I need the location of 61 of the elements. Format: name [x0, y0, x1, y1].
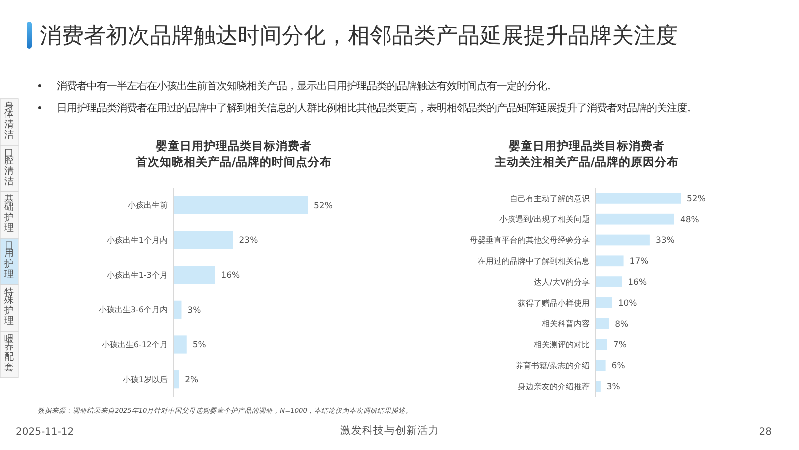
data-label: 33%: [656, 236, 675, 246]
y-tick-label: 养育书籍/杂志的介绍: [515, 361, 590, 370]
bar: [174, 336, 187, 354]
bar: [596, 234, 650, 246]
chart-title: 婴童日用护理品类目标消费者首次知晓相关产品/品牌的时间点分布: [134, 139, 332, 169]
bar: [174, 266, 216, 284]
text: 消费者中有一半左右在小孩出生前首次知晓相关产品，显示出日用护理品类的品牌触达有效时间点有一定的分化。: [57, 80, 557, 93]
bar: [596, 381, 601, 392]
chart-title: 婴童日用护理品类目标消费者主动关注相关产品/品牌的原因分布: [494, 139, 680, 169]
category-label: 口腔清洁: [4, 148, 14, 188]
y-tick-label: 自己有主动了解的意识: [510, 194, 590, 204]
data-label: 7%: [613, 340, 627, 351]
bar: [596, 298, 612, 308]
data-label: 10%: [618, 298, 638, 309]
y-tick-label: 小孩出生3-6个月内: [98, 306, 168, 315]
data-label: 48%: [680, 215, 700, 226]
bar: [596, 318, 610, 330]
bar: [596, 339, 608, 350]
text: 激发科技与创新活力: [340, 424, 440, 437]
data-label: 16%: [221, 271, 240, 282]
y-tick-label: 达人/大V的分享: [534, 278, 590, 287]
data-label: 23%: [239, 236, 258, 246]
data-label: 6%: [612, 362, 626, 372]
data-label: 3%: [188, 306, 202, 316]
y-tick-label: 小孩出生1-3个月: [106, 270, 168, 280]
category-label: 特殊护理: [3, 286, 14, 328]
category-label: 日用护理: [3, 241, 14, 281]
bar: [174, 231, 234, 250]
y-tick-label: 在用过的品牌中了解到相关信息: [478, 256, 590, 266]
bar: [596, 276, 622, 288]
data-label: 2%: [185, 376, 199, 386]
y-tick-label: 小孩遇到/出现了相关问题: [499, 215, 590, 224]
bar: [174, 196, 308, 214]
y-tick-label: 相关测评的对比: [534, 340, 590, 350]
y-tick-label: 母婴垂直平台的其他父母经验分享: [470, 236, 590, 246]
bar: [596, 214, 674, 225]
text: 日用护理品类消费者在用过的品牌中了解到相关信息的人群比例相比其他品类更高，表明相邻品类的产品矩阵延展提升了消费者对品牌的关注度。: [57, 102, 697, 115]
text: 2025-11-12: [16, 427, 74, 438]
bar: [174, 300, 182, 319]
data-label: 8%: [615, 320, 629, 330]
data-label: 3%: [606, 382, 620, 393]
y-tick-label: 小孩出生1个月内: [106, 236, 168, 246]
y-tick-label: 小孩出生6-12个月: [102, 340, 168, 350]
category-label: 身体清洁: [4, 100, 14, 142]
category-label: 基础护理: [3, 194, 14, 234]
y-tick-label: 获得了赠品小样使用: [518, 298, 590, 308]
data-label: 17%: [630, 257, 649, 268]
data-label: 5%: [192, 340, 206, 351]
text: 消费者初次品牌触达时间分化，相邻品类产品延展提升品牌关注度: [40, 24, 678, 49]
bar: [596, 360, 606, 372]
category-label: 喂养配套: [4, 334, 14, 374]
y-tick-label: 相关科普内容: [542, 320, 590, 329]
text: 28: [759, 427, 772, 438]
y-tick-label: 身边亲友的介绍推荐: [518, 382, 590, 392]
data-label: 16%: [628, 278, 648, 288]
data-label: 52%: [314, 201, 333, 212]
y-tick-label: 小孩1岁以后: [122, 375, 168, 384]
bar: [596, 256, 624, 267]
bar: [596, 193, 681, 204]
data-label: 52%: [687, 194, 706, 204]
y-tick-label: 小孩出生前: [128, 201, 168, 210]
